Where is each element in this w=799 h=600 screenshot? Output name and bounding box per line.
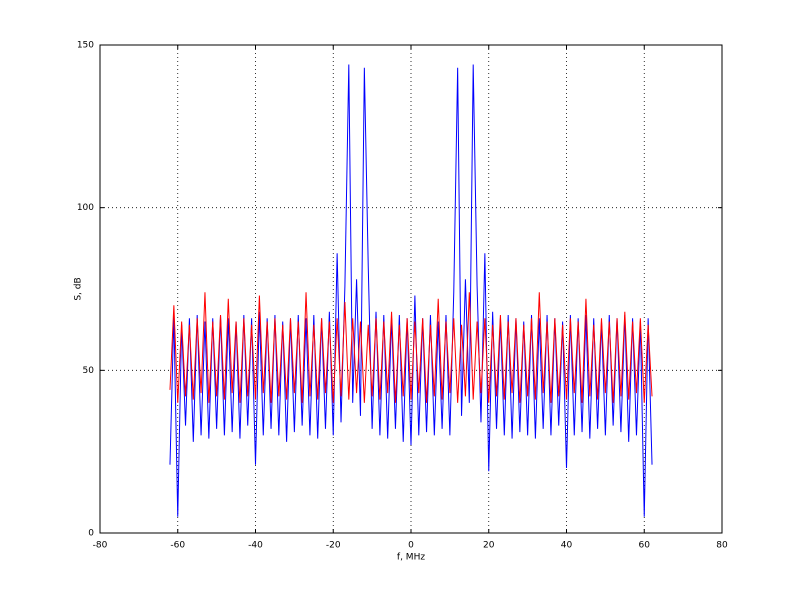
y-tick-label: 150 (77, 41, 94, 51)
x-tick-label: 20 (483, 541, 495, 551)
x-tick-label: 40 (561, 541, 573, 551)
plot-frame (99, 44, 723, 534)
x-tick-label: -40 (248, 541, 263, 551)
series-line (169, 64, 653, 517)
x-tick-label: -60 (170, 541, 185, 551)
series-line (169, 292, 653, 403)
x-tick-label: 80 (716, 541, 728, 551)
x-tick-label: -20 (326, 541, 341, 551)
y-tick-label: 0 (88, 529, 94, 539)
x-tick-label: -80 (93, 541, 108, 551)
y-tick-label: 50 (83, 366, 95, 376)
y-tick-label: 100 (77, 203, 94, 213)
x-axis-label: f, MHz (397, 553, 425, 563)
y-axis-label: S, dB (74, 277, 84, 300)
x-tick-label: 0 (408, 541, 414, 551)
x-tick-label: 60 (639, 541, 651, 551)
